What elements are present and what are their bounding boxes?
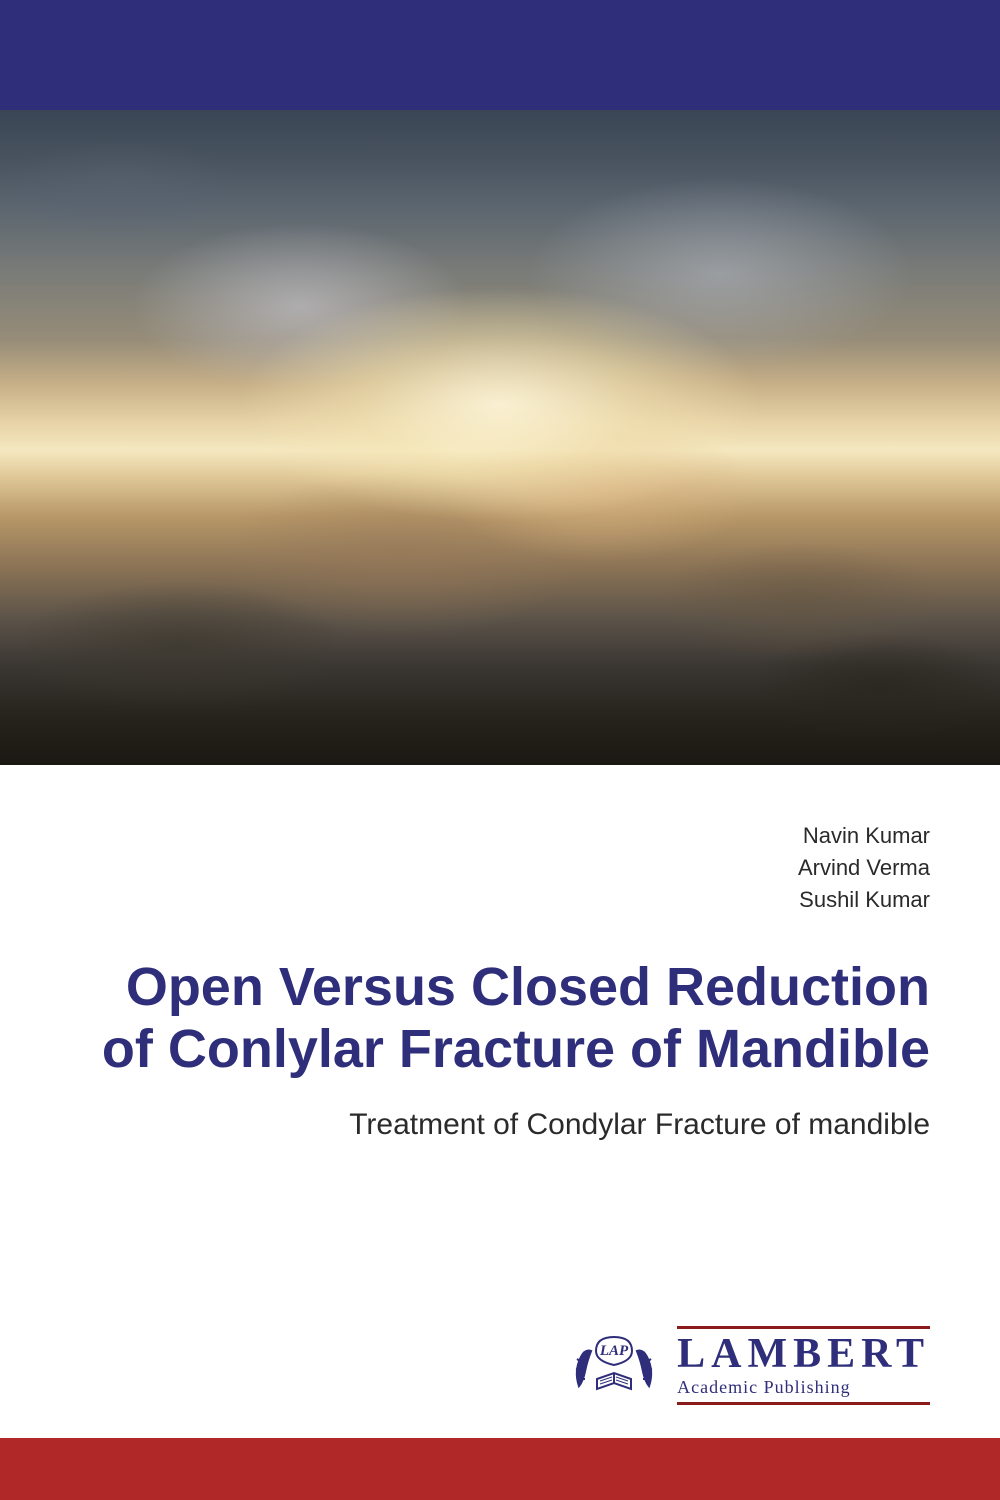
text-block: Navin Kumar Arvind Verma Sushil Kumar Op…	[0, 765, 1000, 1144]
publisher-logo-icon: LAP	[569, 1331, 659, 1401]
publisher-name: LAMBERT	[677, 1333, 930, 1375]
cloud-overlay	[0, 110, 1000, 765]
author-line: Sushil Kumar	[70, 884, 930, 916]
top-bar	[0, 0, 1000, 110]
publisher-text: LAMBERT Academic Publishing	[677, 1326, 930, 1405]
author-line: Arvind Verma	[70, 852, 930, 884]
cover-image-sky	[0, 110, 1000, 765]
publisher-block: LAP LAMBERT Academic Publishing	[569, 1326, 930, 1405]
authors-list: Navin Kumar Arvind Verma Sushil Kumar	[70, 820, 930, 916]
book-subtitle: Treatment of Condylar Fracture of mandib…	[70, 1105, 930, 1144]
publisher-tagline: Academic Publishing	[677, 1377, 930, 1405]
publisher-badge-text: LAP	[599, 1343, 629, 1359]
bottom-bar	[0, 1438, 1000, 1500]
publisher-top-rule	[677, 1326, 930, 1329]
author-line: Navin Kumar	[70, 820, 930, 852]
book-title: Open Versus Closed Reduction of Conlylar…	[70, 956, 930, 1080]
